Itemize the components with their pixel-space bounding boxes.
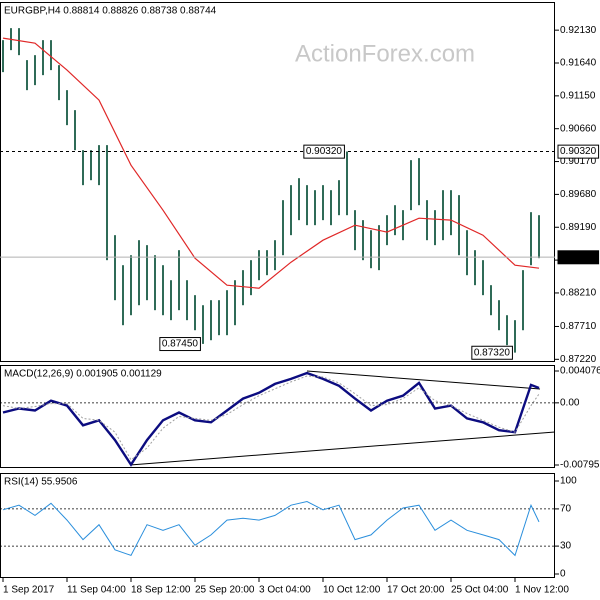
annotation: 0.87320 xyxy=(474,347,511,358)
indicator-line xyxy=(2,500,540,557)
y-tick-label: 0.88210 xyxy=(560,288,597,299)
current-price-label: 0.88744 xyxy=(560,252,597,263)
macd-panel xyxy=(0,365,555,468)
rsi-panel xyxy=(0,473,555,578)
y-tick-label: 0.90170 xyxy=(560,156,597,167)
price-panel xyxy=(0,2,555,362)
moving-average xyxy=(2,37,540,289)
y-tick-label: 100 xyxy=(560,476,577,487)
annotation: 0.87450 xyxy=(162,339,199,350)
indicator-line xyxy=(2,371,540,467)
x-tick-label: 1 Nov 12:00 xyxy=(515,585,569,596)
y-tick-label: -0.007956 xyxy=(560,460,600,471)
trend-line xyxy=(306,370,541,390)
x-tick-label: 10 Oct 12:00 xyxy=(323,585,381,596)
y-tick-label: 70 xyxy=(560,504,572,515)
annotation: 0.90320 xyxy=(306,146,343,157)
x-tick-label: 3 Oct 04:00 xyxy=(259,585,311,596)
current-price-label-box xyxy=(557,250,600,265)
y-tick-label: 0.91150 xyxy=(560,90,596,101)
annotation-box xyxy=(303,144,345,159)
watermark: ActionForex.com xyxy=(295,40,475,67)
y-tick-label: 0.89680 xyxy=(560,189,597,200)
y-tick-label: 0 xyxy=(560,569,566,580)
y-tick-label: 0.87710 xyxy=(560,321,597,332)
y-tick-label: 0.00 xyxy=(560,397,580,408)
panel-title: RSI(14) 55.9506 xyxy=(4,477,78,488)
y-tick-label: 0.90660 xyxy=(560,123,597,134)
y-tick-label: 0.89190 xyxy=(560,222,597,233)
x-tick-label: 17 Oct 20:00 xyxy=(387,585,445,596)
x-tick-label: 1 Sep 2017 xyxy=(3,585,55,596)
x-tick-label: 11 Sep 04:00 xyxy=(67,585,126,596)
panel-title: MACD(12,26,9) 0.001905 0.001129 xyxy=(4,369,162,380)
annotation-box xyxy=(471,345,513,360)
y-tick-label: 0.004076 xyxy=(560,366,600,377)
level-label-box xyxy=(557,144,600,159)
indicator-line xyxy=(2,375,540,461)
x-tick-label: 25 Oct 04:00 xyxy=(451,585,509,596)
x-tick-label: 18 Sep 12:00 xyxy=(131,585,191,596)
y-tick-label: 0.91640 xyxy=(560,58,597,69)
x-tick-label: 25 Sep 20:00 xyxy=(195,585,255,596)
y-tick-label: 0.87220 xyxy=(560,354,597,365)
trend-line xyxy=(129,431,556,466)
y-tick-label: 30 xyxy=(560,541,572,552)
level-label: 0.90320 xyxy=(560,146,597,157)
y-tick-label: 0.92130 xyxy=(560,25,597,36)
annotation-box xyxy=(159,337,201,352)
panel-title: EURGBP,H4 0.88814 0.88826 0.88738 0.8874… xyxy=(4,6,217,17)
